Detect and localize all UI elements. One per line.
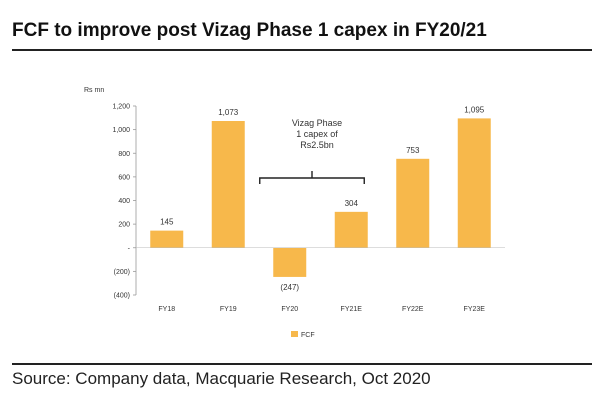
y-tick-label: 1,200 bbox=[112, 104, 130, 111]
legend-swatch bbox=[291, 331, 298, 337]
source-note: Source: Company data, Macquarie Research… bbox=[12, 369, 431, 388]
bar-fy23e bbox=[457, 118, 491, 248]
data-label: 145 bbox=[160, 218, 174, 227]
chart-title: FCF to improve post Vizag Phase 1 capex … bbox=[12, 20, 487, 41]
x-tick-label: FY23E bbox=[464, 306, 486, 313]
y-tick-label: 800 bbox=[118, 151, 130, 158]
y-tick-label: 200 bbox=[118, 222, 130, 229]
x-tick-label: FY22E bbox=[402, 306, 424, 313]
annotation-bracket bbox=[259, 171, 365, 184]
bar-fy20 bbox=[273, 247, 307, 277]
y-tick-label: 400 bbox=[118, 198, 130, 205]
data-label: 1,073 bbox=[218, 108, 239, 117]
annotation-text: 1 capex of bbox=[296, 129, 338, 139]
y-unit-label: Rs mn bbox=[84, 87, 104, 94]
y-tick-label: (400) bbox=[114, 293, 130, 300]
x-tick-label: FY19 bbox=[220, 306, 237, 313]
bar-fy22e bbox=[396, 158, 430, 248]
data-label: (247) bbox=[280, 283, 299, 292]
annotation-text: Rs2.5bn bbox=[300, 140, 334, 150]
x-tick-label: FY18 bbox=[158, 306, 175, 313]
y-tick-label: 1,000 bbox=[112, 127, 130, 134]
source-rule bbox=[12, 363, 592, 365]
y-tick-label: - bbox=[128, 245, 131, 252]
data-label: 753 bbox=[406, 146, 420, 155]
bar-fy18 bbox=[150, 230, 184, 248]
data-label: 304 bbox=[345, 199, 359, 208]
x-tick-label: FY21E bbox=[341, 306, 363, 313]
annotation-text: Vizag Phase bbox=[292, 118, 342, 128]
fcf-bar-chart: Rs mn 1,200 1,000 800 600 400 200 - (200) (400) 14… bbox=[84, 87, 505, 339]
x-tick-label: FY20 bbox=[281, 306, 298, 313]
title-rule bbox=[12, 49, 592, 51]
y-tick-label: (200) bbox=[114, 269, 130, 276]
bar-fy21e bbox=[334, 211, 368, 248]
bar-fy19 bbox=[211, 121, 245, 248]
data-label: 1,095 bbox=[464, 105, 485, 114]
y-tick-label: 600 bbox=[118, 174, 130, 181]
legend-label: FCF bbox=[301, 332, 315, 339]
